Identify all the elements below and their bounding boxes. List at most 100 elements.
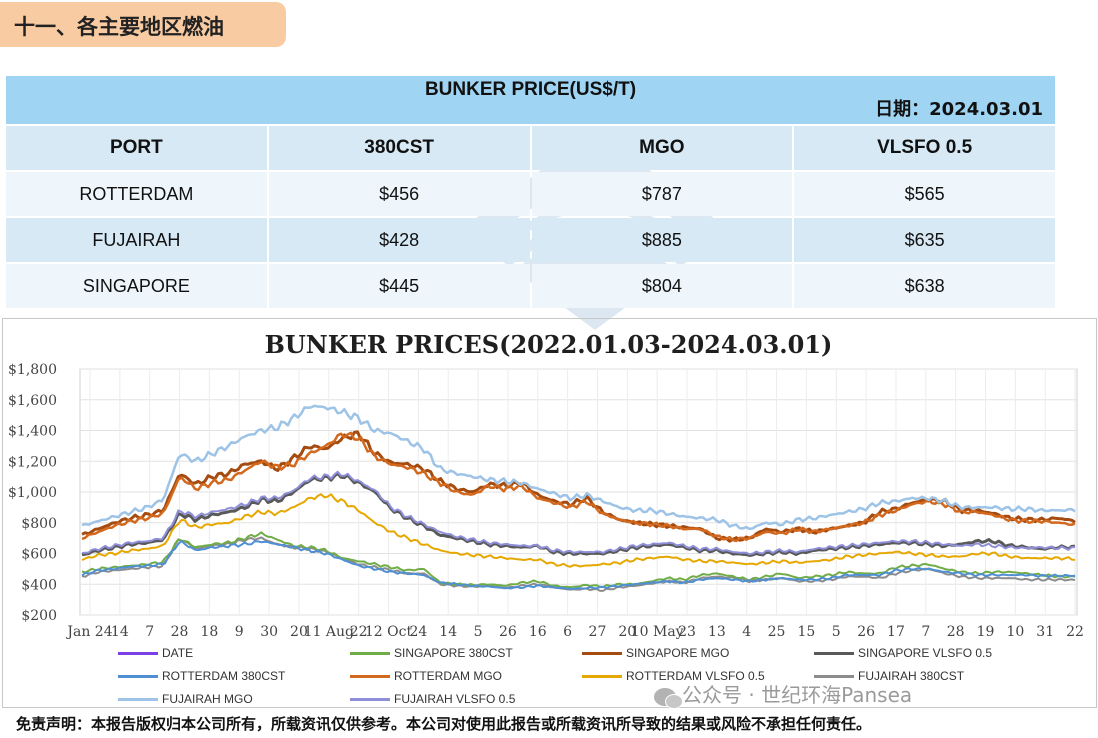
x-tick-label: 28 bbox=[947, 624, 965, 640]
series-line-singapore-vlsfo-0-5 bbox=[81, 471, 1076, 557]
legend-label: SINGAPORE 380CST bbox=[394, 646, 513, 660]
header-port: PORT bbox=[6, 126, 267, 170]
y-tick-label: $1,000 bbox=[8, 485, 57, 501]
x-tick-label: 15 bbox=[797, 624, 815, 640]
x-tick-label: 13 bbox=[708, 624, 726, 640]
x-tick-label: 12 Oct bbox=[365, 624, 413, 640]
legend-swatch bbox=[118, 652, 158, 656]
series-line-singapore-380cst bbox=[81, 531, 1076, 589]
cell-mgo: $885 bbox=[531, 218, 793, 262]
cell-port: ROTTERDAM bbox=[6, 172, 267, 216]
legend-item: SINGAPORE MGO bbox=[582, 646, 729, 660]
legend-swatch bbox=[118, 698, 158, 702]
y-tick-label: $1,200 bbox=[8, 454, 57, 470]
x-tick-label: 10 bbox=[1006, 624, 1024, 640]
x-tick-label: 20 bbox=[290, 624, 308, 640]
cell-vlsfo: $638 bbox=[794, 264, 1055, 308]
series-line-rotterdam-vlsfo-0-5 bbox=[81, 493, 1076, 568]
x-tick-label: Jan 24 bbox=[65, 624, 112, 640]
legend-label: ROTTERDAM MGO bbox=[394, 669, 502, 683]
legend-swatch bbox=[814, 675, 854, 679]
series-line-fujairah-vlsfo-0-5 bbox=[81, 470, 1075, 556]
y-tick-label: $800 bbox=[21, 516, 57, 532]
series-line-rotterdam-380cst bbox=[81, 540, 1076, 590]
x-tick-label: 27 bbox=[589, 624, 607, 640]
legend-item: FUJAIRAH VLSFO 0.5 bbox=[350, 692, 515, 706]
x-tick-label: 23 bbox=[678, 624, 696, 640]
x-tick-label: 31 bbox=[1036, 624, 1054, 640]
legend-item: DATE bbox=[118, 646, 193, 660]
x-tick-label: 20 bbox=[618, 624, 636, 640]
legend-label: SINGAPORE MGO bbox=[626, 646, 730, 660]
x-tick-label: 7 bbox=[145, 624, 154, 640]
x-tick-label: 17 bbox=[887, 624, 905, 640]
x-tick-label: 9 bbox=[235, 624, 244, 640]
cell-380cst: $456 bbox=[268, 172, 530, 216]
legend-label: ROTTERDAM 380CST bbox=[162, 669, 286, 683]
header-vlsfo: VLSFO 0.5 bbox=[794, 126, 1055, 170]
x-tick-label: 16 bbox=[529, 624, 547, 640]
series-line-fujairah-mgo bbox=[81, 404, 1076, 531]
y-tick-label: $1,400 bbox=[8, 424, 57, 440]
cell-port: FUJAIRAH bbox=[6, 218, 267, 262]
wechat-text: 公众号 · 世纪环海Pansea bbox=[682, 683, 913, 707]
table-date: 日期：2024.03.01 bbox=[875, 95, 1043, 121]
legend-item: SINGAPORE 380CST bbox=[350, 646, 513, 660]
legend-swatch bbox=[582, 652, 622, 656]
x-tick-label: 10 May bbox=[631, 624, 684, 640]
disclaimer: 免责声明：本报告版权归本公司所有，所载资讯仅供参考。本公司对使用此报告或所载资讯… bbox=[16, 715, 872, 733]
legend-label: FUJAIRAH 380CST bbox=[858, 669, 965, 683]
legend-swatch bbox=[350, 675, 390, 679]
legend-item: ROTTERDAM 380CST bbox=[118, 669, 285, 683]
cell-vlsfo: $565 bbox=[794, 172, 1055, 216]
header-380cst: 380CST bbox=[268, 126, 530, 170]
x-tick-label: 24 bbox=[409, 624, 427, 640]
x-tick-label: 14 bbox=[111, 624, 129, 640]
legend-item: ROTTERDAM VLSFO 0.5 bbox=[582, 669, 765, 683]
table-date-value: 2024.03.01 bbox=[929, 99, 1043, 120]
series-line-rotterdam-mgo bbox=[81, 431, 1076, 543]
x-tick-label: 25 bbox=[768, 624, 786, 640]
cell-380cst: $428 bbox=[268, 218, 530, 262]
y-tick-label: $200 bbox=[21, 608, 57, 624]
x-tick-label: 28 bbox=[171, 624, 189, 640]
x-tick-label: 7 bbox=[921, 624, 930, 640]
cell-mgo: $787 bbox=[531, 172, 793, 216]
legend-swatch bbox=[118, 675, 158, 679]
legend-swatch bbox=[350, 652, 390, 656]
legend-item: FUJAIRAH MGO bbox=[118, 692, 253, 706]
section-heading: 十一、各主要地区燃油 bbox=[0, 2, 286, 47]
x-tick-label: 4 bbox=[742, 624, 751, 640]
x-tick-label: 14 bbox=[439, 624, 457, 640]
legend-item: FUJAIRAH 380CST bbox=[814, 669, 964, 683]
x-tick-label: 22 bbox=[1066, 624, 1084, 640]
x-tick-label: 22 bbox=[350, 624, 368, 640]
table-date-label: 日期： bbox=[875, 99, 930, 120]
legend-swatch bbox=[350, 698, 390, 702]
chart-title: BUNKER PRICES(2022.01.03-2024.03.01) bbox=[264, 330, 833, 359]
legend-swatch bbox=[582, 675, 622, 679]
table-header-row: PORT 380CST MGO VLSFO 0.5 bbox=[6, 126, 1055, 170]
y-tick-label: $600 bbox=[21, 547, 57, 563]
table-row: ROTTERDAM $456 $787 $565 bbox=[6, 172, 1055, 216]
cell-vlsfo: $635 bbox=[794, 218, 1055, 262]
y-tick-label: $400 bbox=[21, 577, 57, 593]
table-title: BUNKER PRICE(US$/T) bbox=[424, 79, 637, 100]
legend-item: SINGAPORE VLSFO 0.5 bbox=[814, 646, 992, 660]
table-row: SINGAPORE $445 $804 $638 bbox=[6, 264, 1055, 308]
bunker-price-table: BUNKER PRICE(US$/T) 日期：2024.03.01 PORT 3… bbox=[4, 74, 1057, 310]
table-title-row: BUNKER PRICE(US$/T) 日期：2024.03.01 bbox=[6, 76, 1055, 124]
x-tick-label: 18 bbox=[200, 624, 218, 640]
legend-label: FUJAIRAH MGO bbox=[162, 692, 253, 706]
header-mgo: MGO bbox=[531, 126, 793, 170]
series-line-fujairah-380cst bbox=[81, 536, 1076, 592]
x-tick-label: 6 bbox=[563, 624, 572, 640]
cell-380cst: $445 bbox=[268, 264, 530, 308]
x-tick-label: 5 bbox=[832, 624, 841, 640]
x-tick-label: 11 Aug bbox=[304, 624, 354, 640]
legend-label: ROTTERDAM VLSFO 0.5 bbox=[626, 669, 765, 683]
x-tick-label: 30 bbox=[260, 624, 278, 640]
chart-frame bbox=[2, 318, 1097, 708]
wechat-icon bbox=[654, 687, 683, 709]
